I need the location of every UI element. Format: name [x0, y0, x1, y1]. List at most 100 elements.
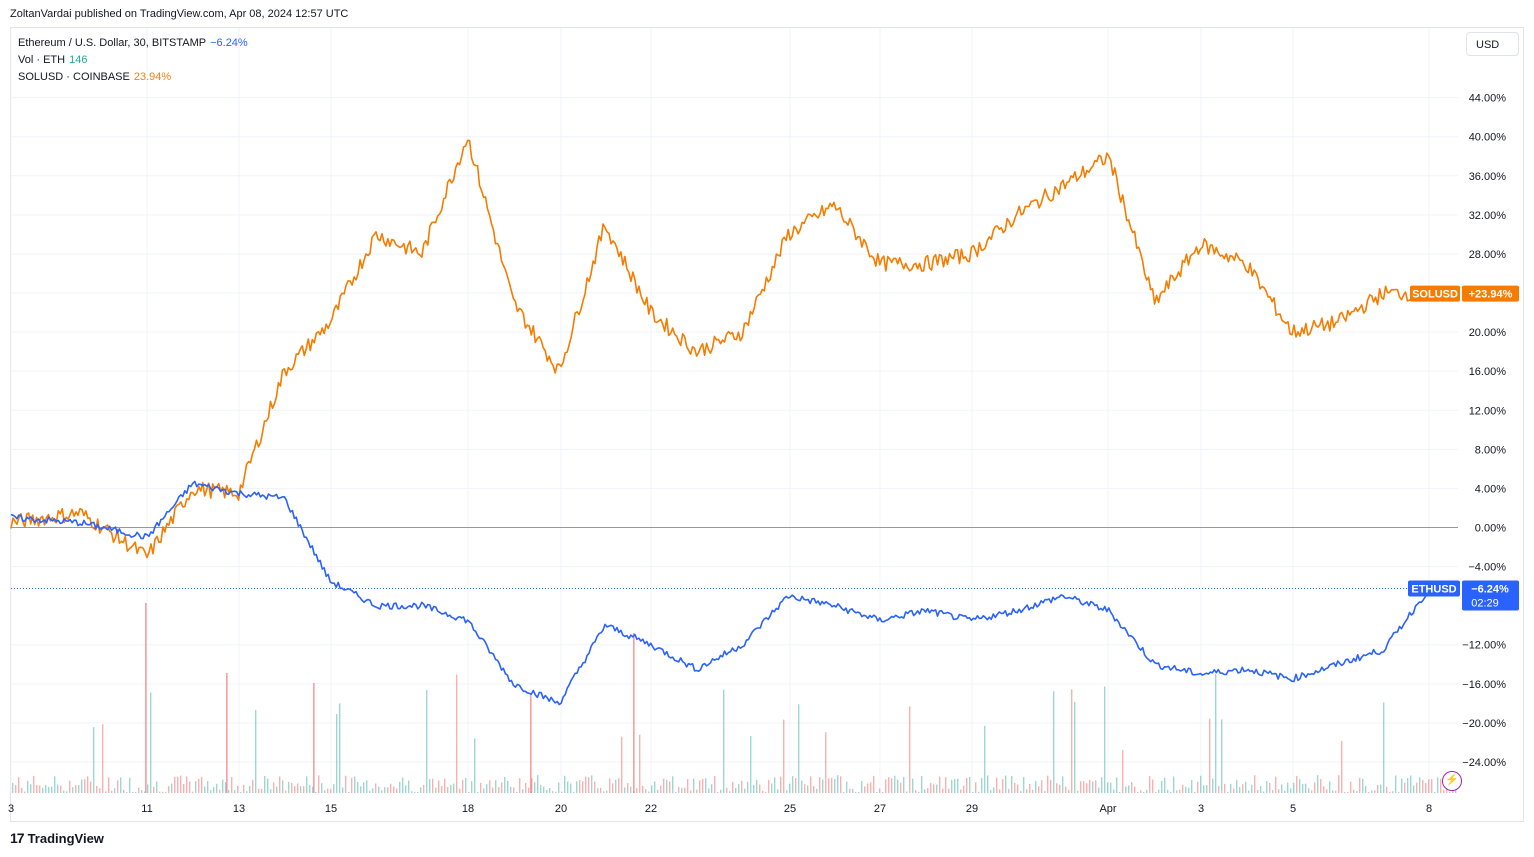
volume-bar [969, 776, 971, 793]
volume-bar [138, 787, 140, 793]
volume-bar [369, 790, 371, 793]
volume-bar [537, 775, 539, 793]
volume-bar [894, 775, 896, 793]
volume-bar [60, 785, 62, 793]
volume-bar [393, 786, 395, 793]
volume-bar [1065, 786, 1067, 793]
volume-bar [771, 783, 773, 793]
volume-bar [294, 785, 296, 793]
volume-bar [174, 776, 176, 793]
volume-bar [552, 791, 554, 793]
volume-bar [408, 780, 410, 793]
volume-bar [522, 789, 524, 793]
volume-bar [762, 790, 764, 793]
volume-bar [145, 603, 147, 793]
volume-bar [210, 789, 212, 793]
volume-bar [231, 776, 233, 793]
volume-bar [1284, 790, 1286, 793]
volume-bar [834, 779, 836, 793]
volume-bar [333, 784, 335, 793]
lightning-icon[interactable]: ⚡ [1442, 771, 1462, 791]
volume-bar [573, 791, 575, 793]
volume-bar [330, 789, 332, 793]
volume-bar [720, 789, 722, 793]
volume-bar [801, 780, 803, 793]
volume-bar [1275, 776, 1277, 793]
volume-bar [459, 788, 461, 793]
volume-bar [249, 785, 251, 793]
volume-bar [1032, 789, 1034, 793]
volume-bar [1167, 789, 1169, 793]
volume-bar [1146, 789, 1148, 793]
volume-bar [837, 775, 839, 793]
volume-bar [534, 782, 536, 793]
volume-bar [180, 775, 182, 793]
volume-bar [309, 785, 311, 793]
series-lines [10, 139, 1458, 706]
volume-bar [1239, 787, 1241, 793]
volume-bar [201, 777, 203, 793]
volume-bar [447, 786, 449, 793]
volume-bar [39, 785, 41, 793]
volume-bar [132, 792, 134, 793]
volume-bar [1173, 776, 1175, 793]
volume-bar [591, 775, 593, 793]
volume-bar [405, 785, 407, 793]
volume-bar [1077, 790, 1079, 793]
volume-bar [1245, 781, 1247, 793]
volume-bar [627, 783, 629, 793]
volume-bar [807, 785, 809, 793]
volume-bars [12, 603, 1457, 793]
volume-bar [144, 791, 146, 793]
volume-bar [120, 777, 122, 793]
tradingview-logo[interactable]: 17 TradingView [10, 830, 104, 846]
y-tick-label: 12.00% [1469, 405, 1507, 417]
publisher-line: ZoltanVardai published on TradingView.co… [10, 8, 349, 20]
currency-button[interactable]: USD [1466, 32, 1519, 56]
legend-volume-label: Vol · ETH [18, 54, 66, 66]
volume-bar [1026, 789, 1028, 793]
volume-bar [924, 789, 926, 793]
legend-eth[interactable]: Ethereum / U.S. Dollar, 30, BITSTAMP −6.2… [18, 35, 248, 52]
volume-bar [1188, 787, 1190, 793]
volume-bar [984, 725, 986, 793]
volume-bar [813, 786, 815, 793]
volume-bar [630, 786, 632, 793]
volume-bar [246, 791, 248, 793]
volume-bar [831, 777, 833, 793]
volume-bar [1131, 782, 1133, 793]
volume-bar [318, 775, 320, 793]
volume-bar [303, 786, 305, 793]
volume-bar [33, 776, 35, 793]
volume-bar [1029, 784, 1031, 793]
legend-volume[interactable]: Vol · ETH 146 [18, 52, 248, 69]
volume-bar [987, 775, 989, 793]
legend-eth-label: Ethereum / U.S. Dollar, 30, BITSTAMP [18, 37, 207, 49]
legend-sol[interactable]: SOLUSD · COINBASE 23.94% [18, 69, 248, 86]
x-tick-label: 5 [1290, 803, 1296, 815]
volume-bar [1332, 790, 1334, 793]
volume-bar [1440, 778, 1442, 793]
volume-bar [1281, 784, 1283, 793]
volume-bar [567, 781, 569, 793]
volume-bar [153, 786, 155, 793]
volume-bar [993, 787, 995, 793]
volume-bar [99, 788, 101, 793]
volume-bar [57, 784, 59, 793]
volume-bar [930, 782, 932, 793]
volume-bar [42, 787, 44, 793]
volume-bar [795, 778, 797, 793]
volume-bar [339, 703, 341, 793]
volume-bar [1056, 783, 1058, 793]
volume-bar [954, 779, 956, 793]
volume-bar [939, 776, 941, 793]
legend-eth-value: −6.24% [210, 37, 248, 49]
volume-bar [372, 788, 374, 793]
volume-bar [360, 786, 362, 793]
volume-bar [1008, 788, 1010, 793]
volume-bar [1233, 788, 1235, 793]
x-tick-label: 22 [645, 803, 657, 815]
volume-bar [840, 776, 842, 793]
volume-bar [1359, 777, 1361, 793]
